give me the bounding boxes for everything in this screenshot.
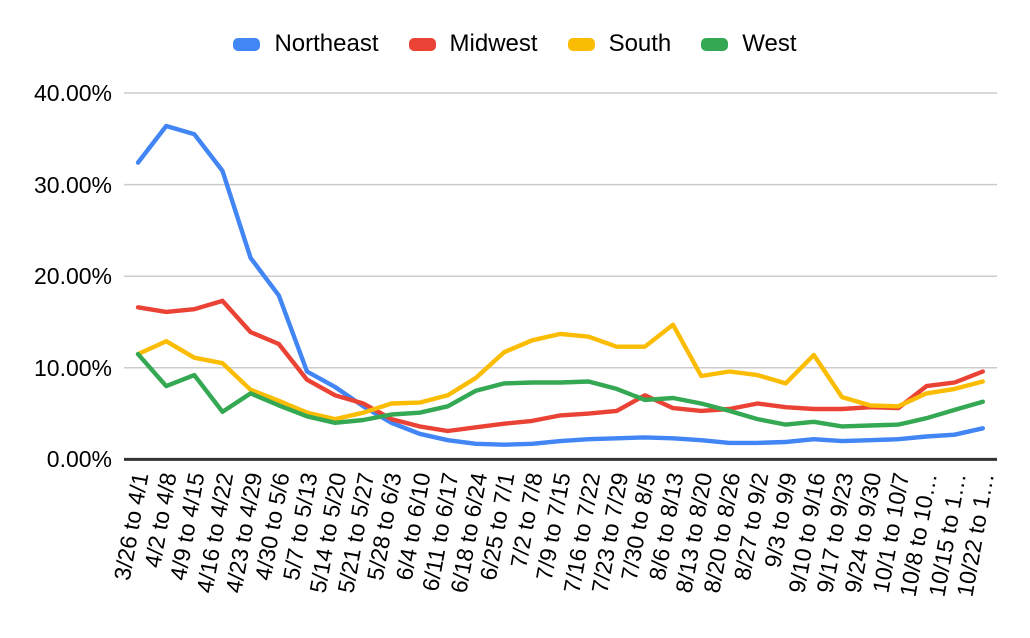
series-line-south [135, 322, 985, 422]
series-line-west [135, 351, 985, 429]
legend: Northeast Midwest South West [0, 30, 1030, 58]
y-axis-label: 0.00% [46, 446, 112, 472]
legend-item-west[interactable]: West [701, 30, 797, 58]
y-axis-label: 40.00% [33, 80, 112, 106]
legend-swatch-south [567, 37, 595, 51]
legend-swatch-northeast [233, 37, 261, 51]
series-line-northeast [135, 123, 985, 447]
legend-label: Midwest [449, 30, 538, 57]
legend-label: West [742, 30, 797, 57]
legend-swatch-midwest [408, 37, 436, 51]
legend-label: South [608, 30, 672, 57]
legend-item-midwest[interactable]: Midwest [408, 30, 538, 58]
y-axis-label: 30.00% [33, 172, 112, 198]
legend-item-south[interactable]: South [567, 30, 672, 58]
legend-item-northeast[interactable]: Northeast [233, 30, 379, 58]
series-line-midwest [135, 298, 985, 434]
y-axis-label: 10.00% [33, 355, 112, 381]
legend-label: Northeast [274, 30, 379, 57]
y-axis-label: 20.00% [33, 263, 112, 289]
legend-swatch-west [701, 37, 729, 51]
